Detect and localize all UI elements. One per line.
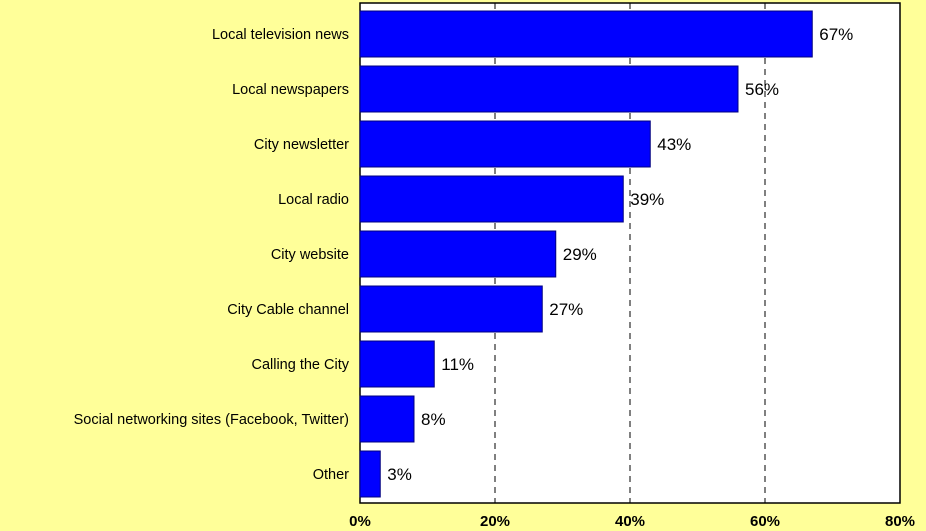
bar — [359, 395, 415, 443]
data-label: 39% — [630, 190, 664, 209]
bar — [359, 285, 543, 333]
bar — [359, 230, 557, 278]
category-label: Calling the City — [251, 357, 349, 373]
data-label: 11% — [441, 355, 474, 374]
data-label: 3% — [387, 465, 412, 484]
data-label: 67% — [819, 25, 853, 44]
data-label: 27% — [549, 300, 583, 319]
x-tick-label: 20% — [480, 513, 510, 530]
x-tick-label: 40% — [615, 513, 645, 530]
bar — [359, 340, 435, 388]
bars — [359, 10, 813, 498]
data-label: 29% — [563, 245, 597, 264]
category-label: City Cable channel — [227, 302, 349, 318]
category-labels: Local television news Local newspapers Cit… — [74, 27, 350, 483]
bar — [359, 120, 651, 168]
value-labels: 67% 56% 43% 39% 29% 27% 11% 8% 3% — [387, 25, 853, 484]
bar — [359, 450, 381, 498]
category-label: Local television news — [212, 27, 349, 43]
data-label: 8% — [421, 410, 446, 429]
category-label: Social networking sites (Facebook, Twitt… — [74, 412, 349, 428]
bar — [359, 175, 624, 223]
x-tick-label: 60% — [750, 513, 780, 530]
x-tick-label: 80% — [885, 513, 915, 530]
category-label: Local newspapers — [232, 82, 349, 98]
data-label: 43% — [657, 135, 691, 154]
category-label: City website — [271, 247, 349, 263]
data-label: 56% — [745, 80, 779, 99]
x-axis-ticks: 0% 20% 40% 60% 80% — [349, 513, 915, 530]
x-tick-label: 0% — [349, 513, 371, 530]
bar — [359, 10, 813, 58]
bar — [359, 65, 739, 113]
category-label: Other — [313, 467, 349, 483]
category-label: Local radio — [278, 192, 349, 208]
category-label: City newsletter — [254, 137, 349, 153]
